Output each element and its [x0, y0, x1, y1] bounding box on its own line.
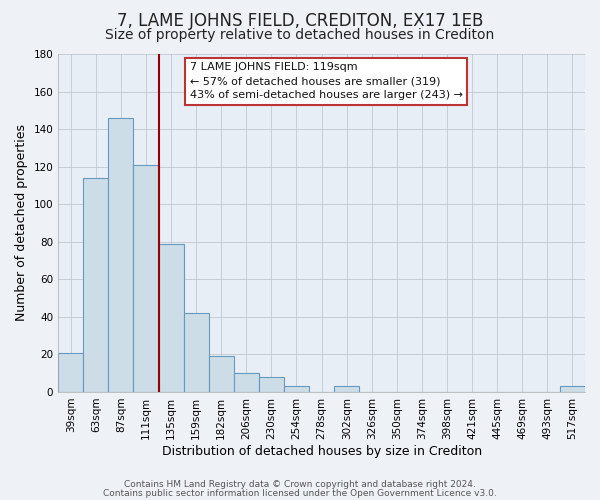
Y-axis label: Number of detached properties: Number of detached properties: [15, 124, 28, 322]
Text: Contains HM Land Registry data © Crown copyright and database right 2024.: Contains HM Land Registry data © Crown c…: [124, 480, 476, 489]
X-axis label: Distribution of detached houses by size in Crediton: Distribution of detached houses by size …: [161, 444, 482, 458]
Bar: [133, 165, 158, 392]
Bar: [560, 386, 585, 392]
Bar: [184, 313, 209, 392]
Bar: [158, 244, 184, 392]
Text: 7 LAME JOHNS FIELD: 119sqm
← 57% of detached houses are smaller (319)
43% of sem: 7 LAME JOHNS FIELD: 119sqm ← 57% of deta…: [190, 62, 463, 100]
Text: Contains public sector information licensed under the Open Government Licence v3: Contains public sector information licen…: [103, 488, 497, 498]
Bar: [58, 352, 83, 392]
Bar: [259, 377, 284, 392]
Bar: [334, 386, 359, 392]
Text: Size of property relative to detached houses in Crediton: Size of property relative to detached ho…: [106, 28, 494, 42]
Bar: [234, 373, 259, 392]
Bar: [83, 178, 109, 392]
Bar: [209, 356, 234, 392]
Bar: [109, 118, 133, 392]
Text: 7, LAME JOHNS FIELD, CREDITON, EX17 1EB: 7, LAME JOHNS FIELD, CREDITON, EX17 1EB: [117, 12, 483, 30]
Bar: [284, 386, 309, 392]
